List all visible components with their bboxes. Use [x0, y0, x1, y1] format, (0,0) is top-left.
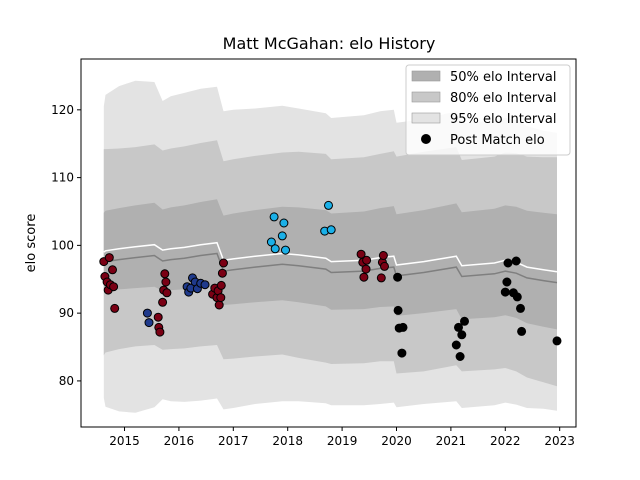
y-axis-label: elo score — [24, 214, 39, 273]
x-axis-ticks: 2015 2016 2017 2018 2019 2020 2021 2022 2023 — [109, 427, 575, 448]
post-match-point — [397, 348, 407, 358]
post-match-point — [217, 268, 227, 278]
legend-label: 50% elo Interval — [450, 70, 557, 85]
y-tick-label: 80 — [59, 374, 74, 388]
elo-lower-line — [103, 252, 558, 284]
x-tick-label: 2023 — [544, 434, 575, 448]
post-match-points — [99, 200, 562, 361]
post-match-point — [502, 277, 512, 287]
legend-swatch — [411, 70, 441, 82]
post-match-point — [109, 282, 119, 292]
post-match-point — [158, 297, 168, 307]
post-match-point — [517, 326, 527, 336]
x-tick-label: 2020 — [381, 434, 412, 448]
post-match-point — [398, 322, 408, 332]
legend: 50% elo Interval 80% elo Interval 95% elo … — [405, 64, 571, 156]
post-match-point — [500, 287, 510, 297]
post-match-point — [460, 316, 469, 326]
x-tick-label: 2019 — [327, 434, 358, 448]
post-match-point — [361, 264, 371, 274]
x-tick-label: 2016 — [164, 434, 195, 448]
legend-label: 80% elo Interval — [450, 91, 557, 106]
y-tick-label: 110 — [51, 171, 74, 185]
post-match-point — [380, 261, 389, 271]
post-match-point — [266, 237, 276, 247]
post-match-point — [281, 245, 290, 255]
plot-frame — [80, 58, 577, 428]
post-match-point — [104, 253, 114, 263]
legend-box — [405, 64, 571, 156]
post-match-point — [142, 308, 152, 318]
post-match-point — [552, 336, 562, 346]
legend-label: Post Match elo — [450, 133, 545, 148]
plot-area: 2015 2016 2017 2018 2019 2020 2021 2022 2023 80 9… — [51, 58, 577, 448]
x-tick-label: 2021 — [436, 434, 467, 448]
x-tick-label: 2018 — [272, 434, 303, 448]
legend-label: 95% elo Interval — [450, 112, 557, 127]
post-match-point — [155, 327, 165, 337]
post-match-point — [503, 258, 513, 268]
post-match-point — [160, 269, 170, 279]
post-match-point — [110, 303, 120, 313]
post-match-point — [270, 244, 280, 254]
post-match-point — [279, 218, 289, 228]
post-match-point — [455, 352, 465, 361]
post-match-point — [451, 340, 461, 350]
elo-lines — [103, 241, 558, 284]
band-50 — [103, 199, 558, 330]
post-match-point — [216, 293, 226, 303]
post-match-point — [326, 225, 336, 235]
post-match-point — [454, 322, 463, 332]
post-match-point — [162, 288, 172, 298]
post-match-point — [153, 312, 163, 322]
post-match-point — [376, 273, 386, 283]
post-match-point — [219, 258, 228, 268]
post-match-point — [144, 318, 154, 328]
y-tick-label: 100 — [51, 238, 74, 252]
post-match-point — [511, 256, 521, 266]
chart-title: Matt McGahan: elo History — [223, 34, 436, 53]
post-match-point — [393, 305, 403, 315]
post-match-point — [457, 330, 467, 340]
post-match-point — [277, 231, 287, 241]
x-tick-label: 2017 — [218, 434, 249, 448]
y-tick-label: 90 — [59, 306, 74, 320]
post-match-point — [512, 292, 522, 302]
post-match-point — [378, 251, 388, 260]
x-tick-label: 2015 — [109, 434, 140, 448]
post-match-point — [359, 272, 369, 282]
post-match-point — [324, 200, 333, 210]
legend-swatch — [411, 112, 441, 124]
y-axis-ticks: 80 90 100 110 120 — [51, 103, 81, 388]
y-tick-label: 120 — [51, 103, 74, 117]
post-match-point — [269, 212, 279, 222]
post-match-point — [362, 255, 372, 265]
post-match-point — [214, 300, 224, 310]
post-match-point — [161, 277, 171, 287]
post-match-point — [108, 265, 117, 275]
x-tick-label: 2022 — [490, 434, 521, 448]
post-match-point — [393, 272, 403, 282]
interval-bands — [103, 80, 558, 413]
legend-marker — [421, 134, 431, 144]
elo-mean-line — [103, 241, 558, 273]
legend-swatch — [411, 91, 441, 103]
post-match-point — [516, 303, 525, 313]
post-match-point — [216, 280, 226, 290]
post-match-point — [200, 280, 210, 290]
